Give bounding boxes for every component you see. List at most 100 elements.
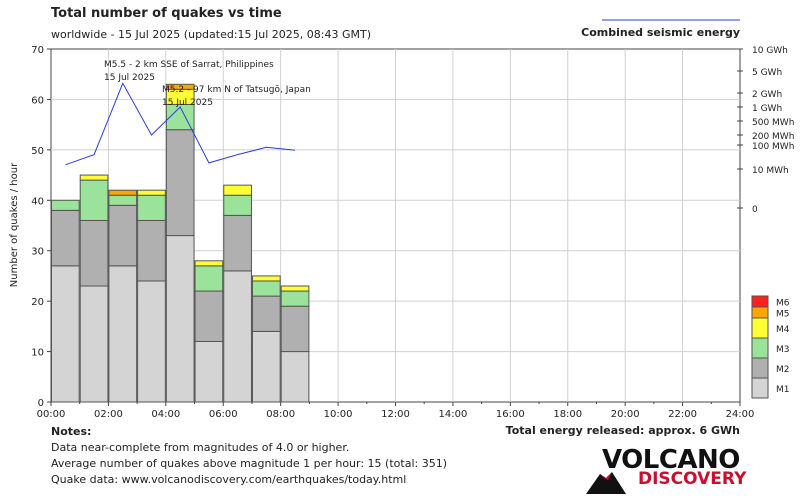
bar-M3 — [280, 290, 310, 307]
chart-subtitle: worldwide - 15 Jul 2025 (updated:15 Jul … — [51, 28, 371, 41]
bar-M4 — [79, 174, 109, 181]
notes-line-1: Data near-complete from magnitudes of 4.… — [51, 441, 350, 454]
energy-tick-label: 500 MWh — [752, 118, 794, 128]
bar-M1 — [51, 265, 80, 403]
x-tick-label: 22:00 — [668, 409, 697, 420]
y-axis: 0 10 20 30 40 50 60 70 — [31, 45, 51, 409]
bar-M4 — [223, 184, 252, 196]
x-tick-label: 02:00 — [94, 409, 123, 420]
bar-M2 — [51, 209, 80, 267]
legend-swatch-M3 — [751, 337, 769, 359]
bar-M2 — [194, 290, 224, 342]
bar-M3 — [194, 265, 224, 292]
legend-swatch-M1 — [751, 377, 769, 399]
bar-M1 — [194, 340, 224, 403]
bar-M2 — [280, 305, 310, 353]
y-tick-label: 0 — [38, 398, 44, 409]
x-tick-label: 24:00 — [726, 409, 755, 420]
y-tick-label: 30 — [31, 247, 44, 258]
bar-M1 — [280, 351, 310, 403]
legend-label-M4: M4 — [776, 325, 790, 335]
legend-swatch-M5 — [751, 306, 769, 319]
notes-title: Notes: — [51, 425, 92, 438]
x-tick-label: 06:00 — [209, 409, 238, 420]
x-tick-label: 16:00 — [496, 409, 525, 420]
x-tick-label: 10:00 — [324, 409, 353, 420]
bar-M4 — [194, 260, 224, 267]
bar-M1 — [79, 285, 109, 403]
volcano-logo-icon — [586, 472, 626, 494]
annotations: M5.5 - 2 km SSE of Sarrat, Philippines 15… — [104, 60, 311, 108]
energy-tick-label: 0 — [752, 205, 758, 215]
notes-line-3: Quake data: www.volcanodiscovery.com/ear… — [51, 473, 407, 486]
x-tick-label: 12:00 — [381, 409, 410, 420]
bar-M5 — [108, 189, 138, 196]
bar-M1 — [251, 330, 281, 403]
y-tick-label: 70 — [31, 45, 44, 56]
energy-legend-label: Combined seismic energy — [581, 26, 740, 39]
volcano-discovery-logo[interactable]: VOLCANO DISCOVERY — [586, 446, 746, 494]
x-tick-label: 00:00 — [37, 409, 66, 420]
y-tick-label: 60 — [31, 95, 44, 106]
y-tick-label: 10 — [31, 348, 44, 359]
annotation-line1: M5.2 - 97 km N of Tatsugō, Japan — [162, 85, 311, 95]
annotation-line2: 15 Jul 2025 — [162, 98, 213, 108]
y-tick-label: 20 — [31, 297, 44, 308]
energy-tick-label: 1 GWh — [752, 104, 782, 114]
y-tick-label: 50 — [31, 146, 44, 157]
bar-M4 — [137, 189, 166, 196]
total-energy: Total energy released: approx. 6 GWh — [505, 424, 740, 437]
bar-M1 — [137, 280, 166, 403]
x-tick-label: 08:00 — [266, 409, 295, 420]
energy-tick-label: 5 GWh — [752, 68, 782, 78]
legend-label-M1: M1 — [776, 385, 790, 395]
bars — [51, 83, 310, 403]
bar-M5 — [165, 83, 195, 90]
bar-M3 — [108, 194, 138, 206]
energy-tick-label: 100 MWh — [752, 142, 794, 152]
x-tick-label: 18:00 — [553, 409, 582, 420]
bar-M3 — [51, 199, 80, 211]
logo-discovery-text: DISCOVERY — [638, 469, 747, 489]
chart-title: Total number of quakes vs time — [51, 6, 282, 21]
bar-M1 — [223, 270, 252, 403]
bar-M3 — [137, 194, 166, 221]
bar-M3 — [79, 179, 109, 221]
bar-M3 — [251, 280, 281, 297]
logo-volcano-text: VOLCANO — [602, 445, 740, 475]
bar-M2 — [223, 214, 252, 272]
bar-M2 — [108, 204, 138, 267]
energy-tick-label: 200 MWh — [752, 132, 794, 142]
notes-line-2: Average number of quakes above magnitude… — [51, 457, 447, 470]
bar-M4 — [251, 275, 281, 282]
energy-series — [65, 82, 296, 166]
bar-M1 — [108, 265, 138, 403]
legend-swatch-M4 — [751, 317, 769, 339]
bar-M2 — [165, 129, 195, 237]
x-tick-label: 20:00 — [611, 409, 640, 420]
legend-swatch-M6 — [751, 295, 769, 308]
annotation-line1: M5.5 - 2 km SSE of Sarrat, Philippines — [104, 60, 274, 70]
energy-tick-label: 10 MWh — [752, 166, 789, 176]
legend-label-M2: M2 — [776, 365, 790, 375]
y-axis-label: Number of quakes / hour — [9, 162, 20, 287]
bar-M4 — [280, 285, 310, 292]
bar-M2 — [251, 295, 281, 332]
legend-label-M6: M6 — [776, 299, 790, 309]
bar-M2 — [137, 219, 166, 282]
energy-line — [65, 82, 296, 166]
x-axis: 00:00 02:00 04:00 06:00 08:00 10:00 12:00 14:00… — [37, 402, 755, 420]
bar-M2 — [79, 219, 109, 287]
annotation-line2: 15 Jul 2025 — [104, 73, 155, 83]
energy-tick-label: 10 GWh — [752, 46, 788, 56]
legend-label-M5: M5 — [776, 310, 790, 320]
energy-tick-label: 2 GWh — [752, 90, 782, 100]
bar-M3 — [223, 194, 252, 216]
notes: Notes: Data near-complete from magnitude… — [51, 424, 447, 488]
legend-swatch-M2 — [751, 357, 769, 379]
bar-M1 — [165, 235, 195, 403]
y-tick-label: 40 — [31, 196, 44, 207]
